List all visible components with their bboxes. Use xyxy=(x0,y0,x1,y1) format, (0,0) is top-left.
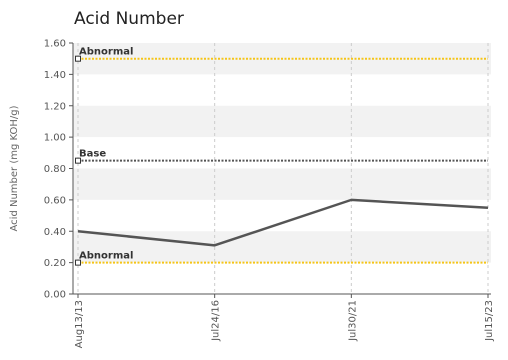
x-tick-label: Jul24/16 xyxy=(211,300,222,342)
x-tick-label: Jul30/21 xyxy=(347,300,358,342)
y-tick-label: 0.00 xyxy=(44,290,66,301)
y-tick-label: 0.80 xyxy=(44,164,66,175)
x-tick-label: Jul15/23 xyxy=(484,300,495,342)
series-line xyxy=(77,198,489,247)
reference-marker xyxy=(75,157,81,164)
y-tick-label: 0.60 xyxy=(44,195,66,206)
y-tick-labels: 0.00 0.20 0.40 0.60 0.80 1.00 1.20 1.40 1.60 xyxy=(44,39,73,301)
y-tick-label: 1.20 xyxy=(44,101,66,112)
y-axis-title: Acid Number (mg KOH/g) xyxy=(9,105,20,231)
background-bands xyxy=(73,43,491,263)
chart-title: Acid Number xyxy=(74,9,184,29)
reference-line-label: Abnormal xyxy=(79,251,133,262)
y-tick-label: 0.20 xyxy=(44,258,66,269)
series-lines xyxy=(77,198,489,247)
reference-marker xyxy=(75,259,81,266)
background-band xyxy=(73,105,491,138)
x-tick-labels: Aug13/13 Jul24/16 Jul30/21 Jul15/23 xyxy=(74,294,495,348)
background-band xyxy=(73,231,491,263)
reference-lines: Abnormal Base Abnormal xyxy=(75,47,488,266)
x-tick-label: Aug13/13 xyxy=(74,300,85,348)
y-tick-label: 1.40 xyxy=(44,70,66,81)
reference-marker xyxy=(75,55,81,62)
background-band xyxy=(73,168,491,200)
reference-line-label: Base xyxy=(79,149,106,160)
y-tick-label: 1.60 xyxy=(44,39,66,50)
y-tick-label: 1.00 xyxy=(44,133,66,144)
y-tick-label: 0.40 xyxy=(44,227,66,238)
reference-line-label: Abnormal xyxy=(79,47,133,58)
